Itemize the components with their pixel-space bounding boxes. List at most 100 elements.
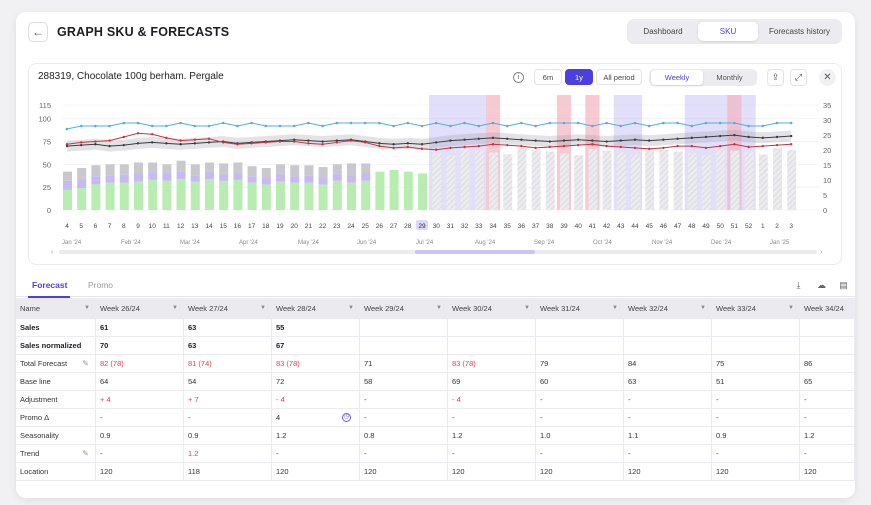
table-cell[interactable]: - [712, 391, 800, 408]
table-cell[interactable] [448, 337, 536, 354]
table-cell[interactable]: 83 (78) [448, 355, 536, 372]
table-cell[interactable]: 69 [448, 373, 536, 390]
table-cell[interactable]: 120 [448, 463, 536, 480]
promo-details-icon[interactable]: ◷ [342, 413, 351, 422]
table-cell[interactable]: - [536, 409, 624, 426]
period-monthly[interactable]: Monthly [716, 73, 743, 82]
close-button[interactable]: ✕ [819, 69, 836, 86]
table-cell[interactable]: 84 [624, 355, 712, 372]
table-cell[interactable] [800, 319, 855, 336]
table-cell[interactable]: 75 [712, 355, 800, 372]
table-cell[interactable]: 1.2 [272, 427, 360, 444]
table-cell[interactable]: 61 [96, 319, 184, 336]
table-cell[interactable]: 0.8 [360, 427, 448, 444]
table-cell[interactable] [448, 319, 536, 336]
tab-promo[interactable]: Promo [88, 280, 114, 290]
sort-chevron-icon[interactable]: ▼ [788, 305, 794, 311]
column-header-week[interactable]: Week 34/24 [800, 298, 855, 318]
sort-chevron-icon[interactable]: ▼ [84, 305, 90, 311]
table-cell[interactable] [360, 319, 448, 336]
table-cell[interactable]: - [800, 445, 855, 462]
table-cell[interactable]: 120 [272, 463, 360, 480]
period-weekly[interactable]: Weekly [651, 70, 703, 85]
table-cell[interactable]: 82 (78) [96, 355, 184, 372]
table-cell[interactable]: 0.9 [712, 427, 800, 444]
table-cell[interactable]: 120 [536, 463, 624, 480]
upload-icon[interactable]: ☁ [817, 280, 826, 290]
table-cell[interactable]: 81 (74) [184, 355, 272, 372]
sort-chevron-icon[interactable]: ▼ [348, 305, 354, 311]
table-cell[interactable]: - [360, 391, 448, 408]
table-cell[interactable]: 67 [272, 337, 360, 354]
table-cell[interactable]: - 4 [272, 391, 360, 408]
column-header-week[interactable]: Week 31/24 ▼ [536, 298, 624, 318]
table-cell[interactable]: 1.1 [624, 427, 712, 444]
range-all-period[interactable]: All period [596, 69, 642, 85]
table-cell[interactable]: 4 ◷ [272, 409, 360, 426]
table-cell[interactable]: 72 [272, 373, 360, 390]
table-cell[interactable]: 63 [624, 373, 712, 390]
table-cell[interactable]: + 7 [184, 391, 272, 408]
table-cell[interactable]: - [624, 445, 712, 462]
sort-chevron-icon[interactable]: ▼ [612, 305, 618, 311]
table-cell[interactable] [360, 337, 448, 354]
table-cell[interactable]: 63 [184, 337, 272, 354]
table-cell[interactable] [712, 319, 800, 336]
edit-pencil-icon[interactable]: ✎ [82, 449, 89, 458]
table-cell[interactable]: - [624, 391, 712, 408]
table-cell[interactable]: 64 [96, 373, 184, 390]
table-cell[interactable]: 120 [96, 463, 184, 480]
table-cell[interactable]: 118 [184, 463, 272, 480]
table-cell[interactable]: 55 [272, 319, 360, 336]
table-cell[interactable]: - [536, 391, 624, 408]
tab-forecast[interactable]: Forecast [32, 280, 68, 290]
export-button[interactable]: ⇪ [767, 69, 784, 86]
table-cell[interactable]: 120 [624, 463, 712, 480]
column-header-week[interactable]: Week 29/24 ▼ [360, 298, 448, 318]
table-cell[interactable]: 1.0 [536, 427, 624, 444]
expand-button[interactable]: ⤢ [790, 69, 807, 86]
table-cell[interactable]: 54 [184, 373, 272, 390]
range-1y[interactable]: 1y [565, 69, 593, 85]
table-cell[interactable] [624, 319, 712, 336]
sort-chevron-icon[interactable]: ▼ [260, 305, 266, 311]
table-cell[interactable]: - [536, 445, 624, 462]
table-cell[interactable]: 70 [96, 337, 184, 354]
table-cell[interactable]: 63 [184, 319, 272, 336]
table-cell[interactable]: - [96, 409, 184, 426]
table-cell[interactable]: 60 [536, 373, 624, 390]
table-cell[interactable]: 65 [800, 373, 855, 390]
view-dashboard[interactable]: Dashboard [643, 27, 683, 36]
table-cell[interactable]: 1.2 [448, 427, 536, 444]
table-cell[interactable]: - [448, 445, 536, 462]
table-cell[interactable]: 71 [360, 355, 448, 372]
table-cell[interactable]: - 4 [448, 391, 536, 408]
table-cell[interactable]: + 4 [96, 391, 184, 408]
table-cell[interactable]: - [624, 409, 712, 426]
table-cell[interactable]: 0.9 [96, 427, 184, 444]
column-header-name[interactable]: Name ▼ [16, 298, 96, 318]
sort-chevron-icon[interactable]: ▼ [700, 305, 706, 311]
table-cell[interactable]: - [96, 445, 184, 462]
column-header-week[interactable]: Week 32/24 ▼ [624, 298, 712, 318]
table-cell[interactable] [624, 337, 712, 354]
table-cell[interactable]: - [800, 409, 855, 426]
table-cell[interactable]: 120 [360, 463, 448, 480]
sort-chevron-icon[interactable]: ▼ [172, 305, 178, 311]
table-cell[interactable]: - [272, 445, 360, 462]
table-cell[interactable]: - [800, 391, 855, 408]
table-cell[interactable]: - [360, 445, 448, 462]
table-cell[interactable]: 83 (78) [272, 355, 360, 372]
edit-pencil-icon[interactable]: ✎ [82, 359, 89, 368]
table-cell[interactable]: 120 [800, 463, 855, 480]
column-header-week[interactable]: Week 33/24 ▼ [712, 298, 800, 318]
column-header-week[interactable]: Week 30/24 ▼ [448, 298, 536, 318]
sort-chevron-icon[interactable]: ▼ [436, 305, 442, 311]
table-cell[interactable]: - [712, 445, 800, 462]
table-cell[interactable] [536, 337, 624, 354]
table-cell[interactable]: 79 [536, 355, 624, 372]
table-cell[interactable] [712, 337, 800, 354]
table-cell[interactable] [536, 319, 624, 336]
table-cell[interactable]: 86 [800, 355, 855, 372]
range-6m[interactable]: 6m [534, 69, 562, 85]
